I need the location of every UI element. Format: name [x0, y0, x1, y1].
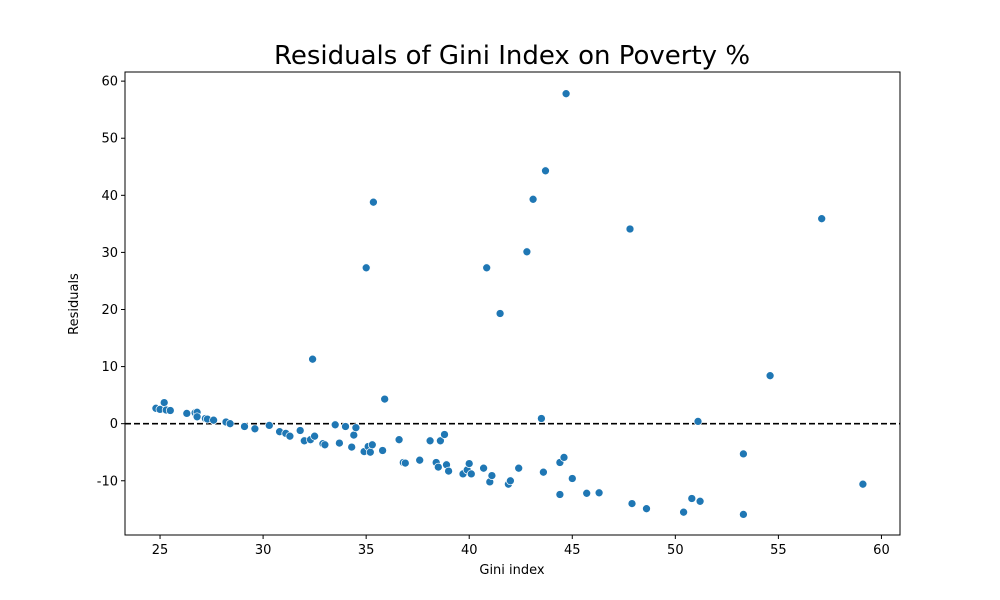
- y-tick-label: 30: [101, 246, 118, 261]
- data-point: [858, 479, 868, 489]
- x-tick-label: 45: [564, 543, 581, 558]
- data-point: [555, 490, 565, 499]
- plot-frame: [124, 71, 901, 536]
- data-point: [369, 197, 378, 207]
- y-tick-label: 0: [110, 417, 118, 432]
- plot-area: [125, 72, 900, 535]
- data-point: [625, 224, 635, 234]
- y-tick-label: -10: [97, 474, 118, 489]
- x-tick-label: 35: [358, 543, 375, 558]
- data-point: [433, 462, 443, 472]
- data-point: [335, 438, 344, 448]
- data-point: [240, 422, 249, 431]
- data-point: [693, 417, 703, 426]
- data-point: [567, 474, 577, 483]
- data-point: [400, 458, 410, 468]
- data-point: [817, 214, 827, 224]
- data-point: [487, 471, 497, 480]
- data-point: [192, 412, 202, 422]
- data-point: [506, 476, 515, 486]
- data-point: [347, 442, 357, 452]
- data-point: [594, 488, 604, 498]
- y-axis-label: Residuals: [67, 273, 82, 335]
- data-point: [367, 440, 377, 450]
- data-point: [308, 354, 317, 364]
- axis-ticks: 25 30 35 40 45 50 55 60 -10 0 10 20 30 40 50 60: [97, 75, 890, 558]
- data-point: [250, 424, 260, 434]
- data-point: [514, 463, 524, 473]
- y-tick-label: 20: [101, 303, 118, 318]
- y-tick-label: 60: [101, 75, 118, 90]
- data-point: [330, 420, 340, 430]
- data-point: [679, 507, 688, 517]
- data-point: [165, 406, 175, 415]
- data-point: [349, 430, 359, 440]
- data-point: [464, 459, 474, 468]
- x-tick-label: 40: [461, 543, 478, 558]
- data-point: [320, 440, 330, 450]
- data-point: [341, 422, 350, 431]
- data-point: [582, 488, 592, 498]
- data-point: [466, 469, 476, 479]
- data-point: [537, 414, 546, 423]
- y-tick-label: 40: [101, 189, 118, 204]
- x-tick-label: 50: [667, 543, 684, 558]
- data-point: [425, 436, 435, 446]
- x-tick-label: 55: [770, 543, 787, 558]
- data-point: [351, 423, 361, 433]
- data-point: [539, 467, 548, 477]
- data-point: [209, 415, 218, 425]
- data-point: [495, 309, 505, 318]
- x-tick-label: 25: [152, 543, 169, 558]
- data-point: [739, 510, 748, 519]
- data-point: [361, 263, 371, 273]
- data-point: [482, 263, 492, 273]
- data-point: [380, 394, 390, 404]
- data-point: [264, 421, 274, 430]
- data-point: [159, 398, 169, 407]
- y-tick-label: 50: [101, 132, 118, 147]
- x-axis-label: Gini index: [479, 563, 545, 578]
- scatter-points: [151, 89, 868, 519]
- data-point: [365, 447, 375, 457]
- data-point: [627, 499, 637, 508]
- x-tick-label: 60: [873, 543, 890, 558]
- data-point: [225, 419, 235, 429]
- data-point: [310, 431, 319, 441]
- data-point: [687, 494, 697, 503]
- data-point: [295, 426, 305, 435]
- data-point: [285, 431, 295, 441]
- data-point: [436, 436, 445, 446]
- data-point: [561, 89, 571, 99]
- data-point: [642, 504, 651, 514]
- data-point: [479, 463, 488, 473]
- data-point: [415, 455, 425, 465]
- data-point: [559, 453, 569, 462]
- data-point: [440, 430, 449, 439]
- data-point: [522, 247, 532, 257]
- data-point: [528, 194, 538, 204]
- data-point: [394, 435, 404, 445]
- x-tick-label: 30: [255, 543, 272, 558]
- data-point: [182, 409, 192, 418]
- y-tick-label: 10: [101, 360, 118, 375]
- data-point: [695, 496, 705, 506]
- chart-title: Residuals of Gini Index on Poverty %: [274, 41, 750, 71]
- data-point: [378, 446, 387, 455]
- data-point: [444, 466, 453, 476]
- data-point: [739, 449, 748, 459]
- data-point: [541, 166, 550, 176]
- data-point: [765, 371, 775, 381]
